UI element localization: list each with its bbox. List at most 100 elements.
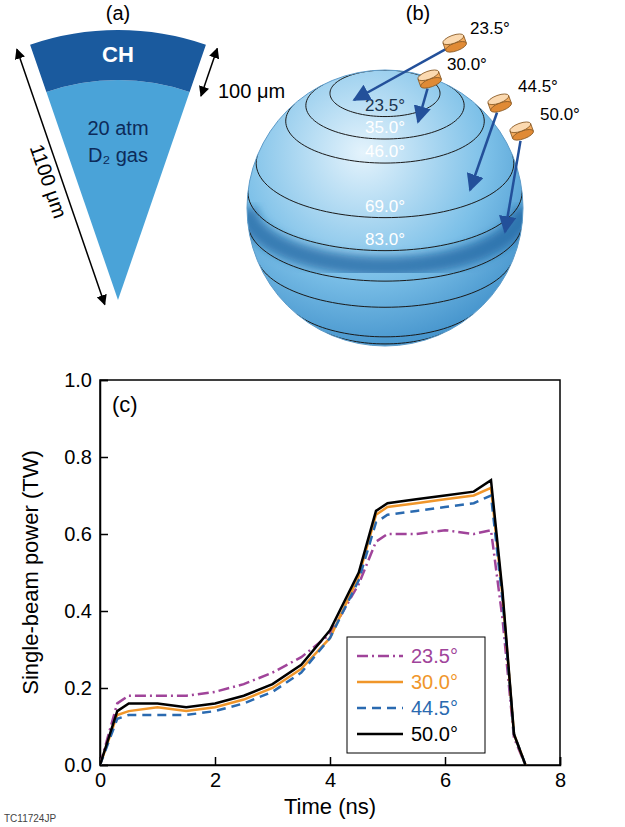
sphere [247,70,523,346]
legend: 23.5° 30.0° 44.5° 50.0° [347,637,485,753]
port-top [417,68,440,83]
tick-label: 0.2 [64,677,92,699]
legend-label: 30.0° [411,671,458,693]
tick-label: 2 [210,769,221,791]
gas-label: D₂ gas [88,144,148,166]
tick: 0.8 [64,446,108,468]
series-line [100,488,526,765]
tick-label: 0.4 [64,600,92,622]
port-top [487,92,510,107]
latitude-line [306,84,464,139]
latitude-label: 83.0° [365,230,405,249]
figure-id: TC11724JP [4,813,56,824]
tick: 8 [555,757,566,791]
figure: (a) CH 20 atm D₂ gas 100 μm 1100 μm 23.5° 35.0°… [0,0,625,827]
legend-swatch [357,733,403,736]
latitude-line [248,190,522,251]
tick: 6 [440,757,451,791]
legend-label: 50.0° [411,723,458,745]
panel-c: 0 2 4 6 8 0.0 0.2 0.4 0.6 0.8 1.0 Time (ns) Single-b… [18,369,566,819]
dimension-label: 100 μm [218,80,285,102]
beam-arrow [354,48,447,100]
y-axis-line [101,381,109,766]
latitude-label: 46.0° [365,142,405,161]
port-top [442,32,465,47]
tick-mark [560,757,562,765]
beam-port [487,92,513,115]
tick: 1.0 [64,369,108,391]
tick-label: 4 [325,769,336,791]
tick-label: 8 [555,769,566,791]
panel-label: (a) [106,2,130,24]
dimension-arrow [17,49,105,304]
latitude-line [326,333,444,344]
series-line [100,530,526,765]
beam-arrow [418,89,428,122]
legend-box [347,637,485,753]
y-axis: 0.0 0.2 0.4 0.6 0.8 1.0 [64,369,108,776]
latitude-line [249,229,521,281]
sphere-outline [247,70,523,346]
gas-label: 20 atm [87,117,148,139]
legend-label: 44.5° [411,697,458,719]
latitude-label: 23.5° [365,96,405,115]
panel-label: (c) [112,392,138,417]
latitude-line [297,314,474,337]
tick-label: 0.6 [64,523,92,545]
tick: 2 [210,757,221,791]
panel-a: (a) CH 20 atm D₂ gas 100 μm 1100 μm [17,2,285,305]
tick-mark [100,457,108,459]
beam-arrow [470,112,497,190]
beam-label: 23.5° [470,19,510,38]
latitude-label: 69.0° [365,197,405,216]
tick-mark [330,757,332,765]
beam-arrow [505,141,520,232]
tick: 0.6 [64,523,108,545]
panel-b: 23.5° 35.0° 46.0° 69.0° 83.0° (b) 23.5° 30.0° 44… [247,2,580,346]
beam-port [442,32,468,55]
gas-region [46,80,189,300]
beam-label: 44.5° [518,77,558,96]
tick-mark [100,534,108,536]
tick-label: 1.0 [64,369,92,391]
series-line [100,480,526,765]
plot-frame [100,380,560,765]
latitude-line [259,264,511,307]
tick: 0.2 [64,677,108,699]
x-axis-title: Time (ns) [284,794,376,819]
legend-swatch [357,655,403,658]
beam-label: 50.0° [540,105,580,124]
shell-label: CH [102,42,134,67]
port-top [509,120,532,135]
y-axis-title: Single-beam power (TW) [18,450,43,695]
shell-region [30,30,206,92]
sphere-lines [247,70,523,344]
tick-label: 0.0 [64,754,92,776]
x-axis: 0 2 4 6 8 [95,757,566,791]
latitude-line [256,155,514,218]
legend-swatch [357,681,403,684]
equator-band [247,208,523,266]
tick-mark [100,611,108,613]
plot-lines [100,480,526,765]
tick-mark [445,757,447,765]
panel-label: (b) [406,2,430,24]
dimension-arrow [201,49,217,96]
tick-mark [100,380,108,382]
beam-port [509,120,535,143]
tick-label: 0 [95,769,106,791]
tick: 0.4 [64,600,108,622]
series-line [100,496,526,766]
beam-label: 30.0° [447,55,487,74]
tick-mark [215,757,217,765]
legend-label: 23.5° [411,645,458,667]
tick-mark [100,688,108,690]
tick-label: 6 [440,769,451,791]
x-axis-line [101,757,561,766]
tick-label: 0.8 [64,446,92,468]
beam-port [417,68,443,91]
legend-swatch [357,707,403,710]
dimension-label: 1100 μm [26,141,72,221]
latitude-label: 35.0° [365,118,405,137]
tick: 4 [325,757,336,791]
